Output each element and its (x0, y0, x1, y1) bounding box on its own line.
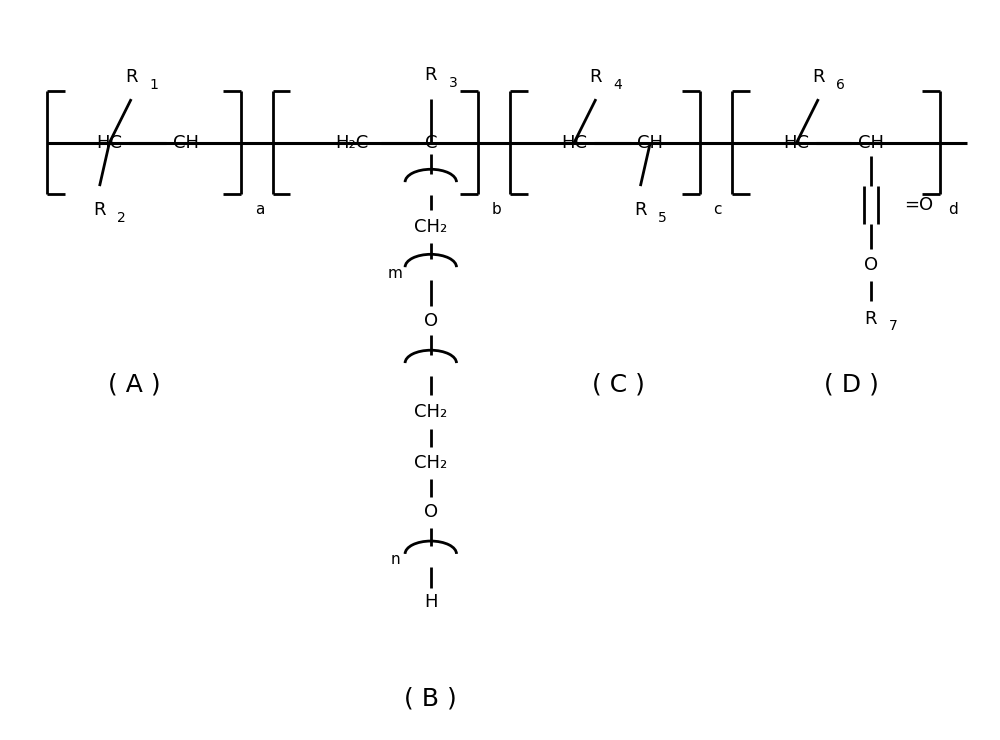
Text: O: O (424, 312, 438, 329)
Text: CH₂: CH₂ (414, 218, 447, 235)
Text: d: d (948, 202, 958, 217)
Text: R: R (812, 68, 825, 87)
Text: HC: HC (561, 134, 587, 152)
Text: a: a (255, 202, 264, 217)
Text: 4: 4 (614, 78, 622, 92)
Text: C: C (425, 134, 437, 152)
Text: R: R (865, 309, 877, 328)
Text: O: O (864, 256, 878, 275)
Text: 1: 1 (149, 78, 158, 92)
Text: =O: =O (904, 196, 934, 214)
Text: H₂C: H₂C (335, 134, 368, 152)
Text: H: H (424, 593, 438, 611)
Text: 6: 6 (836, 78, 845, 92)
Text: O: O (424, 503, 438, 522)
Text: R: R (125, 68, 137, 87)
Text: 5: 5 (658, 211, 667, 225)
Text: n: n (390, 552, 400, 568)
Text: CH₂: CH₂ (414, 454, 447, 472)
Text: 3: 3 (449, 76, 457, 90)
Text: R: R (425, 67, 437, 84)
Text: HC: HC (784, 134, 810, 152)
Text: CH₂: CH₂ (414, 403, 447, 420)
Text: ( C ): ( C ) (592, 373, 645, 397)
Text: m: m (388, 266, 403, 280)
Text: c: c (714, 202, 722, 217)
Text: ( A ): ( A ) (108, 373, 160, 397)
Text: 2: 2 (117, 211, 126, 225)
Text: CH: CH (858, 134, 884, 152)
Text: ( D ): ( D ) (824, 373, 878, 397)
Text: R: R (634, 201, 647, 219)
Text: 7: 7 (889, 320, 897, 334)
Text: R: R (93, 201, 106, 219)
Text: ( B ): ( B ) (404, 686, 457, 710)
Text: b: b (492, 202, 502, 217)
Text: R: R (590, 68, 602, 87)
Text: CH: CH (637, 134, 663, 152)
Text: HC: HC (96, 134, 122, 152)
Text: CH: CH (173, 134, 199, 152)
